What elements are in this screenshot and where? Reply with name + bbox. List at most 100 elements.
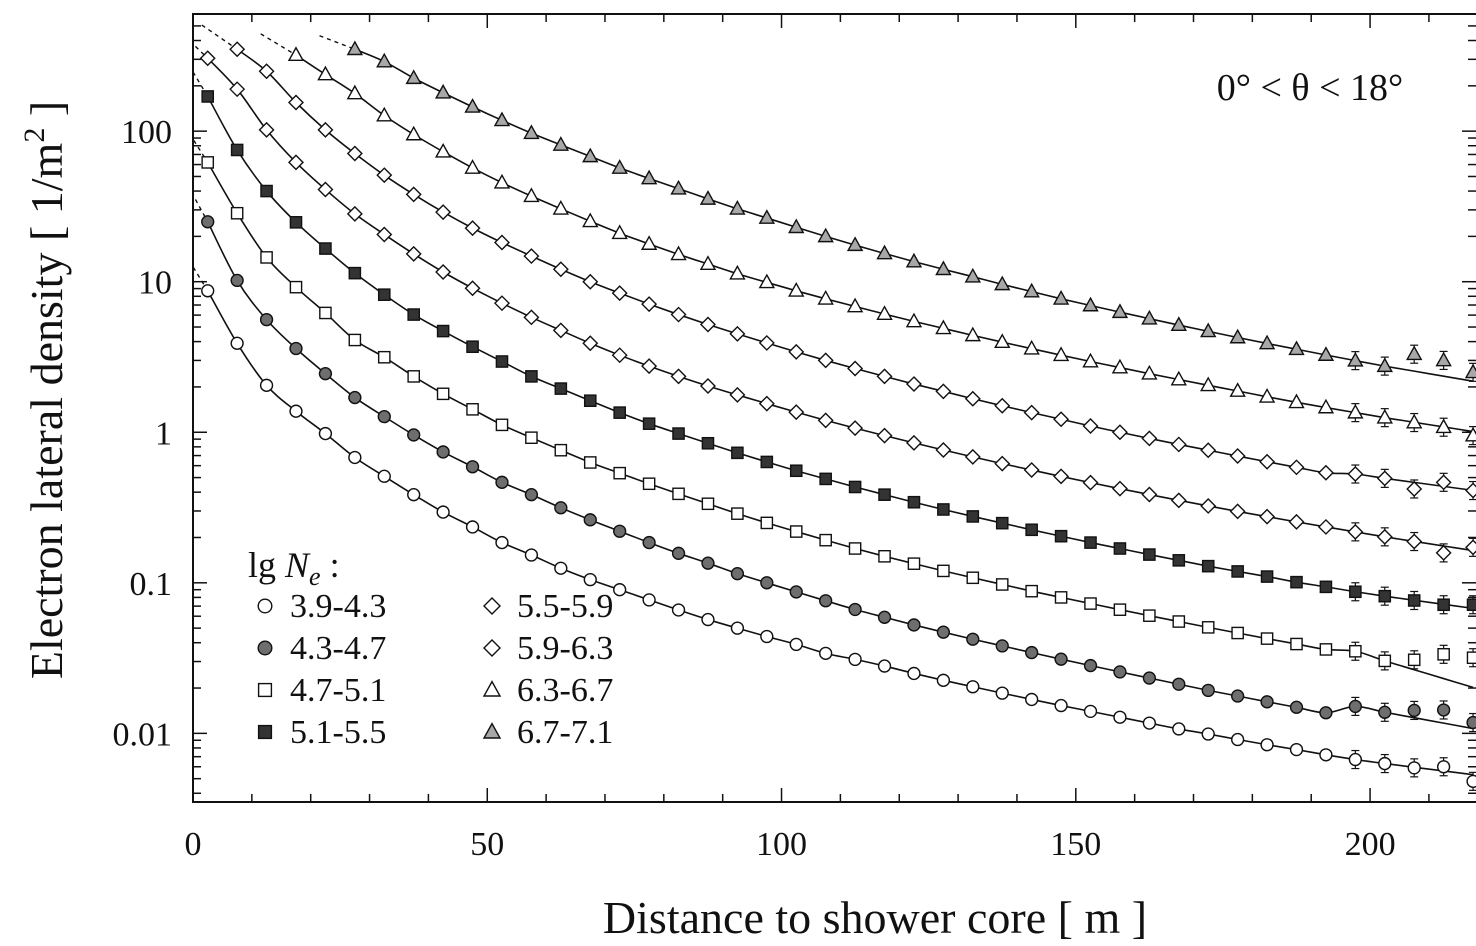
data-point [289, 216, 303, 229]
data-point [346, 84, 364, 100]
data-point [493, 111, 511, 127]
legend-label: 6.3-6.7 [517, 672, 613, 709]
data-point [876, 368, 893, 385]
legend-label: 3.9-4.3 [290, 588, 386, 625]
data-point [1317, 518, 1334, 535]
data-point [407, 370, 420, 383]
data-point [1376, 528, 1393, 545]
data-point [493, 173, 511, 189]
data-point [1437, 598, 1450, 612]
data-point [935, 319, 952, 335]
y-tick-label: 0.01 [113, 716, 173, 753]
data-point [1054, 698, 1068, 713]
data-point [1258, 334, 1276, 350]
data-point [936, 625, 951, 639]
data-point [1082, 352, 1099, 368]
data-point [1082, 296, 1099, 312]
data-point [1378, 756, 1392, 771]
data-point [493, 295, 510, 312]
data-point [876, 244, 893, 260]
data-point [729, 264, 746, 280]
legend-marker [482, 722, 502, 739]
data-point [552, 200, 570, 215]
data-point [1348, 752, 1363, 767]
data-point [436, 445, 450, 459]
data-point [230, 206, 244, 220]
data-point [524, 488, 539, 502]
data-point [642, 535, 656, 550]
data-point [405, 186, 422, 203]
data-point [613, 466, 626, 480]
data-point [466, 403, 479, 416]
data-point [817, 290, 834, 305]
data-point [1082, 474, 1099, 491]
data-point [878, 549, 891, 563]
data-point [1200, 442, 1217, 459]
data-point [1437, 648, 1450, 661]
legend-label: 5.5-5.9 [517, 588, 613, 625]
y-tick-label: 100 [121, 114, 172, 151]
data-point [405, 125, 422, 141]
y-tick-label: 10 [138, 265, 172, 302]
data-point [848, 480, 862, 494]
data-point [436, 324, 450, 338]
data-point [523, 124, 540, 140]
data-point [552, 322, 569, 339]
data-point [436, 387, 450, 401]
fit-curve [206, 221, 1474, 730]
data-point [1317, 346, 1335, 361]
data-point [289, 404, 303, 418]
data-point [1407, 594, 1421, 607]
data-point [259, 312, 274, 327]
legend-label: 4.7-5.1 [290, 672, 386, 709]
data-point [552, 136, 570, 151]
legend-label: 4.3-4.7 [290, 630, 386, 667]
data-point [1200, 322, 1217, 338]
data-point [1172, 615, 1186, 628]
data-point [1378, 705, 1392, 719]
data-point [1288, 459, 1305, 476]
data-point [1260, 632, 1274, 645]
data-point [464, 98, 481, 113]
data-point [1052, 346, 1070, 362]
data-point [1407, 653, 1421, 667]
data-point [966, 571, 980, 585]
data-point [525, 370, 538, 383]
data-point [1230, 689, 1245, 703]
data-point [729, 200, 746, 215]
data-point [1289, 742, 1304, 757]
fit-extrapolation [319, 35, 356, 50]
data-point [1319, 580, 1333, 594]
data-point [731, 507, 744, 520]
fit-extrapolation [193, 137, 209, 163]
data-point [699, 190, 717, 205]
legend-marker [257, 640, 273, 656]
data-point [348, 266, 362, 280]
legend: 3.9-4.3 4.3-4.7 4.7-5.1 5.1-5.5 5.5-5.9 5.9-6… [257, 588, 613, 751]
data-point [1172, 554, 1186, 567]
data-point [289, 280, 303, 294]
data-point [1260, 570, 1274, 583]
data-point [611, 285, 628, 302]
data-point [348, 450, 362, 465]
legend-label: 6.7-7.1 [517, 714, 613, 751]
data-point [583, 456, 597, 469]
data-point [758, 209, 776, 224]
data-point [1347, 523, 1364, 540]
data-point [317, 181, 334, 198]
data-point [1141, 430, 1158, 447]
legend-title-prefix: lg [248, 545, 285, 585]
data-point [1113, 603, 1127, 616]
data-point [582, 273, 599, 290]
data-point [1260, 738, 1274, 752]
data-point [670, 179, 687, 195]
data-point [201, 90, 215, 103]
data-point [1435, 544, 1452, 561]
fit-extrapolation [260, 33, 297, 56]
data-point [760, 455, 774, 469]
data-point [1201, 683, 1215, 698]
data-point [611, 159, 628, 174]
x-tick-label: 50 [470, 826, 504, 863]
data-point [319, 306, 332, 320]
data-point [935, 442, 952, 459]
